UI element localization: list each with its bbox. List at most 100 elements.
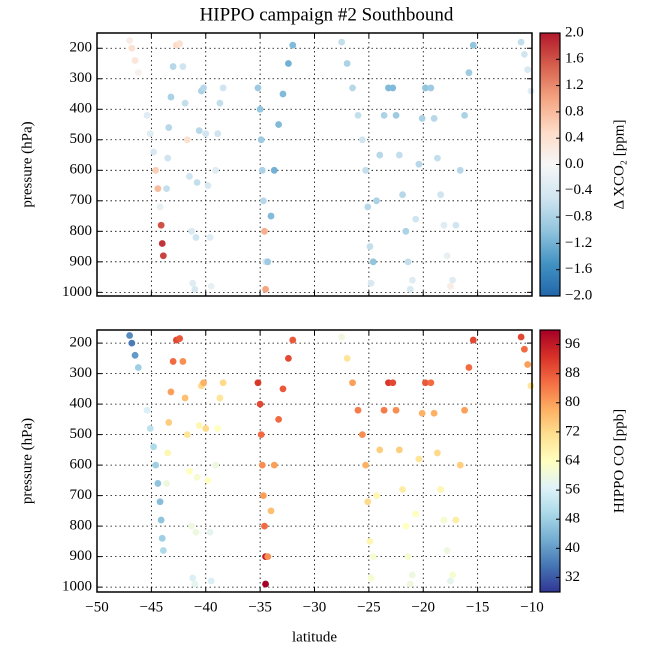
point <box>364 203 372 211</box>
point <box>159 252 167 260</box>
point <box>183 136 191 144</box>
y-tick-label: 500 <box>70 426 93 442</box>
point <box>189 574 197 582</box>
point <box>256 105 264 113</box>
point <box>258 461 266 469</box>
point <box>179 63 187 70</box>
point <box>156 203 164 211</box>
y-tick-label: 700 <box>70 192 93 208</box>
point <box>443 252 451 260</box>
point <box>164 449 172 457</box>
colorbar-tick-label: 0.8 <box>565 103 584 119</box>
point <box>380 406 388 414</box>
point <box>376 151 384 159</box>
point <box>440 221 448 229</box>
point <box>369 553 377 561</box>
point <box>437 486 445 493</box>
point <box>154 185 162 193</box>
point <box>159 547 167 554</box>
y-axis-label: pressure (hPa) <box>19 418 35 504</box>
point <box>447 577 454 585</box>
point <box>373 492 380 500</box>
colorbar-tick-label: 32 <box>565 569 580 585</box>
point <box>427 379 435 387</box>
point <box>157 221 165 229</box>
point <box>262 285 269 293</box>
point <box>188 227 196 235</box>
point <box>192 528 200 536</box>
colorbar-tick-label: 88 <box>565 365 580 381</box>
y-tick-label: 600 <box>70 162 93 178</box>
point <box>376 446 384 454</box>
point <box>181 99 189 107</box>
point <box>134 69 142 77</box>
y-axis-label: pressure (hPa) <box>19 121 35 207</box>
point <box>452 516 460 524</box>
point <box>422 379 429 387</box>
point <box>219 379 227 387</box>
panel: HIPPO campaign #2 Southbound pressure (hP… <box>19 4 627 303</box>
point <box>191 580 199 588</box>
colorbar-tick-label: 56 <box>565 482 581 498</box>
point <box>169 63 177 70</box>
point <box>126 332 134 339</box>
point <box>156 498 164 506</box>
point <box>415 160 423 168</box>
x-tick-label: −20 <box>412 599 435 615</box>
point <box>216 99 224 107</box>
colorbar-tick-label: 0.4 <box>565 130 584 146</box>
point <box>422 84 429 92</box>
point <box>256 400 264 408</box>
point <box>179 358 187 365</box>
y-tick-label: 800 <box>70 518 93 534</box>
point <box>402 522 410 530</box>
point <box>186 467 193 475</box>
point <box>520 345 528 353</box>
point <box>131 57 139 64</box>
point <box>195 422 203 429</box>
point <box>195 127 203 135</box>
point <box>152 461 160 469</box>
point <box>366 537 374 545</box>
point <box>456 166 464 174</box>
point <box>433 449 441 457</box>
plot-frame <box>96 329 533 593</box>
point <box>204 182 212 189</box>
point <box>358 136 366 144</box>
colorbar-tick-label: 40 <box>565 540 580 556</box>
point <box>204 476 212 484</box>
plot-frame <box>96 32 533 297</box>
point <box>193 179 201 186</box>
point <box>150 148 157 156</box>
point <box>406 580 414 588</box>
point <box>443 547 451 554</box>
y-tick-label: 800 <box>70 223 93 239</box>
point <box>449 276 457 284</box>
colorbar-tick-label: 48 <box>565 511 580 527</box>
colorbar-tick-label: −0.8 <box>565 209 592 225</box>
y-tick-label: 300 <box>70 70 93 86</box>
point <box>279 385 287 393</box>
point <box>433 154 441 162</box>
point <box>126 37 134 45</box>
point <box>191 285 199 293</box>
point <box>289 41 297 49</box>
point <box>216 394 224 402</box>
point <box>165 419 173 426</box>
point <box>262 580 269 588</box>
point <box>349 84 356 92</box>
point <box>192 234 200 241</box>
point <box>389 84 397 92</box>
point <box>524 66 532 74</box>
colorbar-tick-label: −2.0 <box>565 287 592 303</box>
point <box>267 507 275 515</box>
point <box>343 354 351 362</box>
point <box>354 406 362 414</box>
colorbar-tick-label: 80 <box>565 394 580 410</box>
point <box>402 227 410 235</box>
point <box>131 351 139 359</box>
point <box>437 191 445 199</box>
point <box>520 50 528 58</box>
point <box>465 364 473 371</box>
